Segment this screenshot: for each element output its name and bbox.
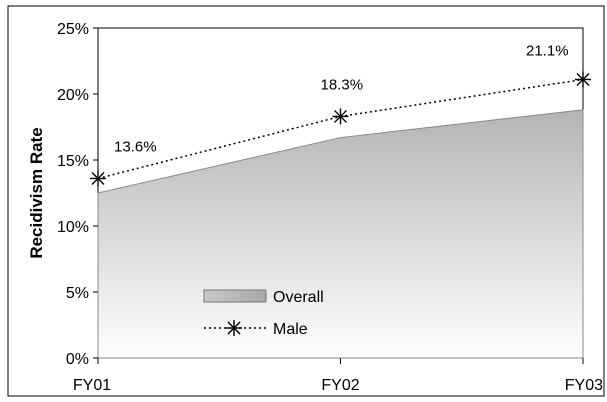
data-label-fy01: 13.6% xyxy=(114,138,157,155)
legend-label-overall: Overall xyxy=(273,289,324,306)
data-label-fy02: 18.3% xyxy=(321,76,364,93)
legend-swatch-overall xyxy=(203,289,267,303)
y-tick-label: 20% xyxy=(57,87,89,104)
male-marker-fy01 xyxy=(90,170,106,187)
legend-swatch-male-marker xyxy=(226,320,242,336)
male-marker-fy02 xyxy=(332,108,349,125)
x-tick-label: FY02 xyxy=(321,377,359,394)
x-tick-label: FY01 xyxy=(73,377,111,394)
data-label-fy03: 21.1% xyxy=(526,42,569,59)
y-tick-label: 25% xyxy=(57,21,89,38)
legend-label-male: Male xyxy=(273,321,308,338)
y-axis-title: Recidivism Rate xyxy=(27,127,46,258)
y-tick-label: 10% xyxy=(57,219,89,236)
y-tick-label: 15% xyxy=(57,153,89,170)
legend: Overall Male xyxy=(203,289,324,338)
y-tick-label: 0% xyxy=(66,351,89,368)
male-marker-fy03 xyxy=(575,71,591,88)
y-tick-label: 5% xyxy=(66,285,89,302)
x-tick-label: FY03 xyxy=(565,377,603,394)
